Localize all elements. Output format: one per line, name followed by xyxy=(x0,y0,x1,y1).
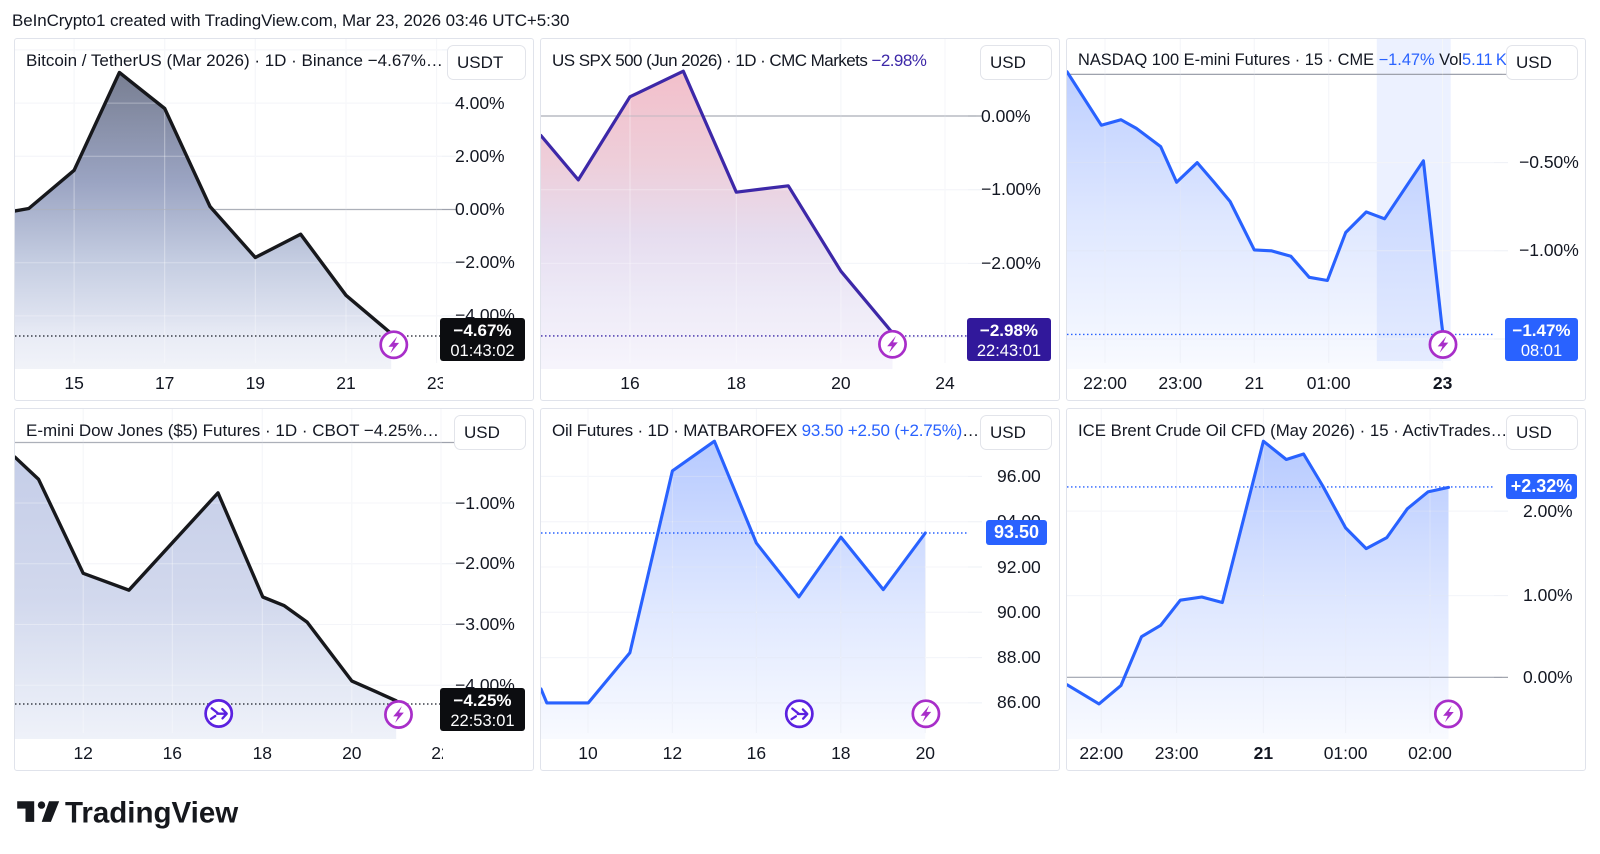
svg-text:TradingView: TradingView xyxy=(65,797,238,830)
